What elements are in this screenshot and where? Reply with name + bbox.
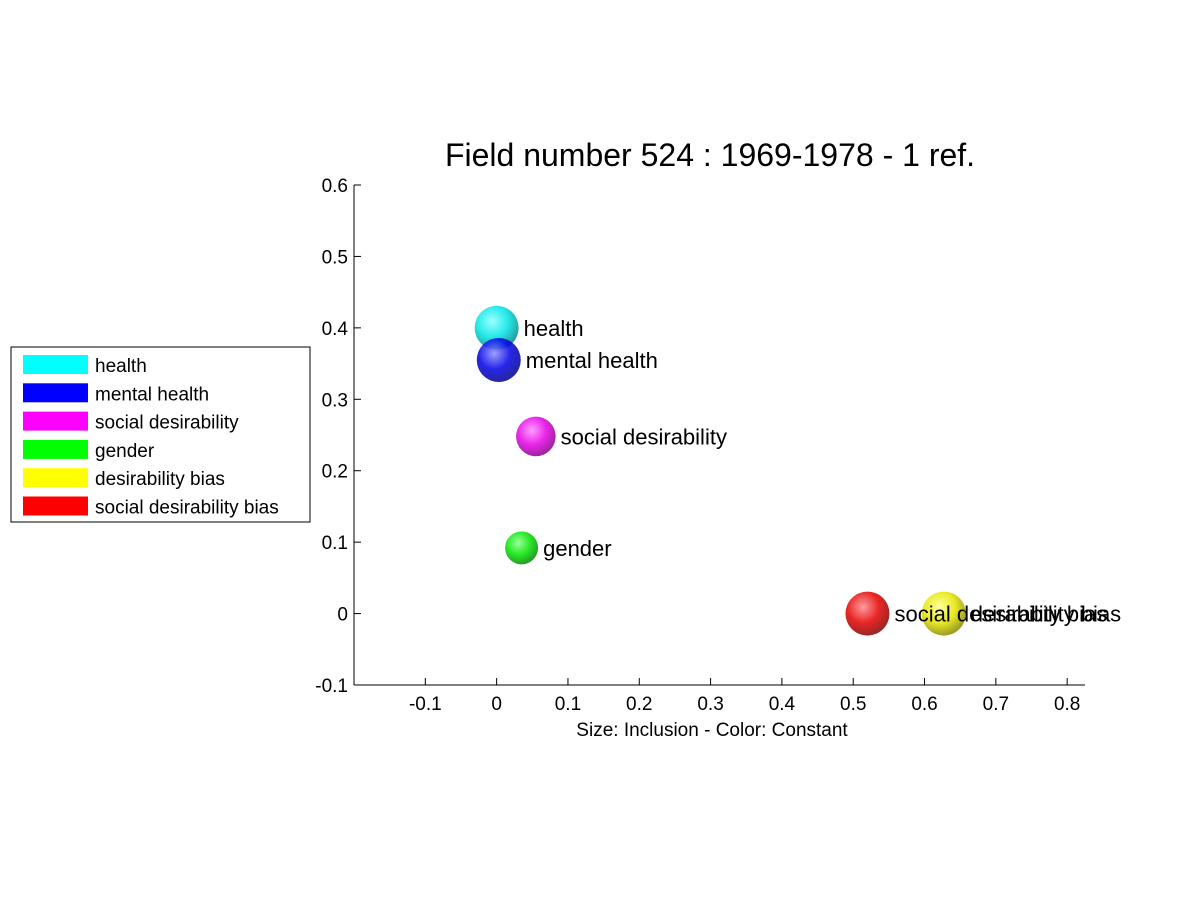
legend-swatch [23, 411, 88, 431]
x-tick-label: 0.1 [555, 694, 581, 715]
legend-swatch [23, 383, 88, 403]
chart-title: Field number 524 : 1969-1978 - 1 ref. [445, 137, 975, 173]
y-tick-label: 0.2 [322, 462, 348, 483]
data-point [845, 591, 890, 636]
point-label: health [524, 316, 584, 341]
data-point [476, 338, 521, 382]
legend-entry-label: social desirability bias [95, 498, 279, 519]
y-tick-label: 0.3 [322, 390, 348, 411]
x-tick-label: -0.1 [409, 694, 442, 715]
x-axis-label: Size: Inclusion - Color: Constant [576, 720, 848, 741]
legend-swatch [23, 355, 88, 374]
data-points [474, 305, 966, 636]
legend-entry-label: health [95, 356, 147, 377]
legend: health mental health social desirability ge… [10, 346, 311, 523]
x-tick-label: 0.7 [983, 694, 1009, 715]
data-point [505, 531, 539, 565]
legend-entry-label: gender [95, 441, 155, 462]
y-tick-label: 0 [337, 605, 348, 626]
x-tick-label: 0.3 [697, 694, 723, 715]
legend-swatch [23, 496, 88, 516]
point-label: desirability bias [971, 602, 1121, 627]
data-point [516, 416, 556, 457]
y-tick-label: 0.6 [322, 176, 348, 197]
x-tick-label: 0.5 [840, 694, 866, 715]
y-tick-label: 0.5 [322, 247, 348, 268]
x-tick-label: 0 [491, 694, 502, 715]
y-tick-label: 0.1 [322, 533, 348, 554]
y-tick-label: 0.4 [322, 319, 349, 340]
point-labels: health mental health social desirability ge… [524, 316, 1122, 627]
plot-axes [353, 184, 1085, 686]
data-point [474, 305, 519, 350]
x-tick-label: 0.2 [626, 694, 652, 715]
point-label: social desirability [561, 424, 727, 449]
x-tick-label: 0.8 [1054, 694, 1080, 715]
point-label: gender [543, 536, 612, 561]
legend-swatch [23, 439, 88, 459]
data-point [921, 591, 966, 636]
legend-entry-label: social desirability [95, 413, 239, 434]
y-tick-label: -0.1 [315, 676, 348, 697]
legend-entry-label: mental health [95, 384, 209, 405]
x-tick-label: 0.4 [769, 694, 796, 715]
point-label: mental health [526, 348, 658, 373]
x-tick-label: 0.6 [911, 694, 937, 715]
legend-box [10, 346, 311, 523]
tick-labels: -0.1 0 0.1 0.2 0.3 0.4 0.5 0.6 -0.1 0 0.1 0.2 0.3 0.4… [315, 176, 1080, 715]
legend-swatch [23, 468, 88, 488]
legend-entry-label: desirability bias [95, 469, 225, 490]
point-label: social desirability bias [894, 602, 1107, 627]
